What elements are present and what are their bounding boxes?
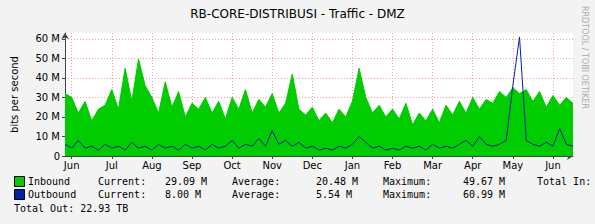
svg-text:Total Out: 22.93 TB: Total Out: 22.93 TB [14, 203, 128, 214]
svg-text:Average:: Average: [232, 189, 280, 200]
svg-text:60.99 M: 60.99 M [463, 189, 505, 200]
svg-text:Maximum:: Maximum: [383, 189, 431, 200]
svg-text:Average:: Average: [232, 176, 280, 187]
svg-text:49.67 M: 49.67 M [463, 176, 505, 187]
svg-text:Jul: Jul [105, 160, 118, 171]
svg-text:60 M: 60 M [35, 33, 60, 44]
svg-text:Jun: Jun [63, 160, 80, 171]
svg-text:20.48 M: 20.48 M [316, 176, 358, 187]
svg-text:29.09 M: 29.09 M [165, 176, 207, 187]
svg-text:10 M: 10 M [35, 131, 60, 142]
svg-text:Current:: Current: [98, 176, 146, 187]
svg-text:bits per second: bits per second [9, 56, 20, 133]
svg-text:RB-CORE-DISTRIBUSI - Traffic -: RB-CORE-DISTRIBUSI - Traffic - DMZ [190, 7, 405, 21]
svg-text:Mar: Mar [423, 160, 443, 171]
svg-text:RRDTOOL / TOBI OETIKER: RRDTOOL / TOBI OETIKER [580, 6, 589, 109]
svg-text:Oct: Oct [223, 160, 240, 171]
svg-text:30 M: 30 M [35, 92, 60, 103]
svg-text:Total In:: Total In: [537, 176, 591, 187]
svg-text:May: May [502, 160, 523, 171]
svg-text:50 M: 50 M [35, 53, 60, 64]
svg-text:20 M: 20 M [35, 111, 60, 122]
svg-text:Current:: Current: [98, 189, 146, 200]
svg-text:0: 0 [54, 151, 60, 162]
svg-text:8.00 M: 8.00 M [165, 189, 201, 200]
svg-text:Maximum:: Maximum: [383, 176, 431, 187]
svg-text:Sep: Sep [183, 160, 202, 171]
svg-text:Jun: Jun [544, 160, 561, 171]
svg-text:Dec: Dec [303, 160, 322, 171]
svg-text:Feb: Feb [384, 160, 402, 171]
svg-text:Outbound: Outbound [28, 189, 76, 200]
svg-text:40 M: 40 M [35, 72, 60, 83]
svg-text:5.54 M: 5.54 M [316, 189, 352, 200]
svg-text:Nov: Nov [262, 160, 282, 171]
svg-text:Aug: Aug [142, 160, 162, 171]
svg-text:Jan: Jan [344, 160, 360, 171]
svg-text:Inbound: Inbound [28, 176, 70, 187]
svg-text:Apr: Apr [464, 160, 482, 171]
